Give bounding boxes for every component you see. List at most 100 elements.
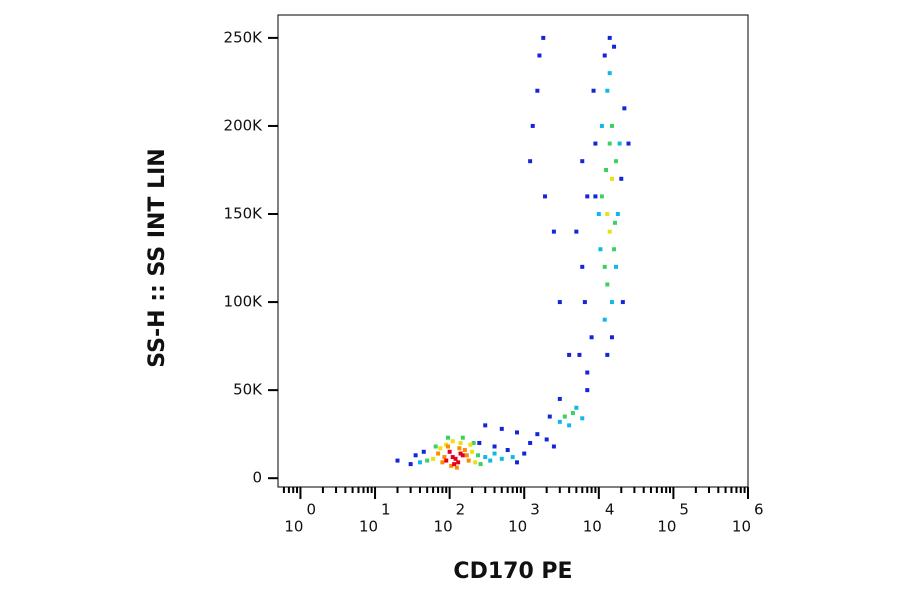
data-point	[557, 419, 562, 424]
data-point	[395, 458, 400, 463]
data-point	[557, 300, 562, 305]
data-point	[580, 264, 585, 269]
data-point	[602, 317, 607, 322]
data-point	[468, 442, 473, 447]
data-point	[452, 462, 457, 467]
data-point	[547, 414, 552, 419]
data-point	[433, 444, 438, 449]
data-point	[436, 451, 441, 456]
data-point	[570, 411, 575, 416]
data-point	[612, 247, 617, 252]
data-point	[458, 451, 463, 456]
data-point	[613, 220, 618, 225]
data-point	[582, 300, 587, 305]
data-point	[447, 449, 452, 454]
y-tick-label: 250K	[224, 28, 264, 46]
data-point	[607, 71, 612, 76]
data-point	[425, 458, 430, 463]
data-point	[453, 456, 458, 461]
y-axis-title: SS-H :: SS INT LIN	[145, 148, 170, 367]
data-point	[615, 212, 620, 217]
data-point	[492, 451, 497, 456]
data-point	[622, 106, 627, 111]
data-point	[535, 432, 540, 437]
data-point	[609, 123, 614, 128]
y-tick-label: 200K	[224, 116, 264, 134]
data-point	[514, 430, 519, 435]
data-point	[483, 423, 488, 428]
data-point	[483, 455, 488, 460]
data-point	[612, 44, 617, 49]
data-point	[551, 444, 556, 449]
data-point	[607, 141, 612, 146]
data-point	[417, 460, 422, 465]
data-point	[605, 88, 610, 93]
data-point	[528, 440, 533, 445]
data-point	[444, 458, 449, 463]
data-point	[604, 167, 609, 172]
x-axis-title: CD170 PE	[453, 559, 572, 584]
data-point	[562, 414, 567, 419]
data-point	[617, 141, 622, 146]
data-point	[466, 458, 471, 463]
data-point	[593, 194, 598, 199]
data-point	[544, 437, 549, 442]
data-point	[450, 455, 455, 460]
y-tick-label: 100K	[224, 293, 264, 311]
x-tick-exponent: 2	[456, 501, 466, 519]
data-point	[602, 264, 607, 269]
data-point	[605, 212, 610, 217]
data-point	[596, 212, 601, 217]
data-point	[440, 460, 445, 465]
y-tick-label: 0	[252, 469, 262, 487]
data-point	[438, 446, 443, 451]
data-point	[454, 465, 459, 470]
data-point	[442, 455, 447, 460]
x-tick-exponent: 4	[605, 501, 615, 519]
data-point	[585, 194, 590, 199]
data-point	[528, 159, 533, 164]
data-point	[599, 123, 604, 128]
data-point	[522, 451, 527, 456]
data-point	[607, 35, 612, 40]
data-point	[431, 456, 436, 461]
data-point	[421, 449, 426, 454]
x-tick-label: 10	[284, 518, 303, 536]
y-tick-label: 150K	[224, 205, 264, 223]
data-point	[445, 444, 450, 449]
data-point	[598, 247, 603, 252]
data-point	[577, 352, 582, 357]
data-point	[535, 88, 540, 93]
data-point	[492, 444, 497, 449]
data-point	[626, 141, 631, 146]
data-point	[456, 460, 461, 465]
data-point	[557, 396, 562, 401]
data-point	[462, 448, 467, 453]
data-point	[574, 229, 579, 234]
data-point	[614, 159, 619, 164]
data-point	[567, 352, 572, 357]
data-point	[499, 456, 504, 461]
data-point	[602, 53, 607, 58]
x-tick-exponent: 1	[381, 501, 391, 519]
data-point	[567, 423, 572, 428]
x-tick-exponent: 5	[679, 501, 689, 519]
data-point	[609, 176, 614, 181]
x-tick-label: 10	[359, 518, 378, 536]
data-point	[488, 458, 493, 463]
data-point	[470, 449, 475, 454]
data-point	[413, 453, 418, 458]
data-point	[591, 88, 596, 93]
y-tick-label: 50K	[233, 381, 263, 399]
data-point	[408, 462, 413, 467]
data-point	[473, 460, 478, 465]
x-tick-label: 10	[657, 518, 676, 536]
data-point	[449, 463, 454, 468]
data-point	[457, 446, 462, 451]
data-point	[460, 435, 465, 440]
data-point	[541, 35, 546, 40]
data-point	[505, 448, 510, 453]
x-tick-exponent: 6	[754, 501, 764, 519]
data-point	[614, 264, 619, 269]
data-point	[551, 229, 556, 234]
